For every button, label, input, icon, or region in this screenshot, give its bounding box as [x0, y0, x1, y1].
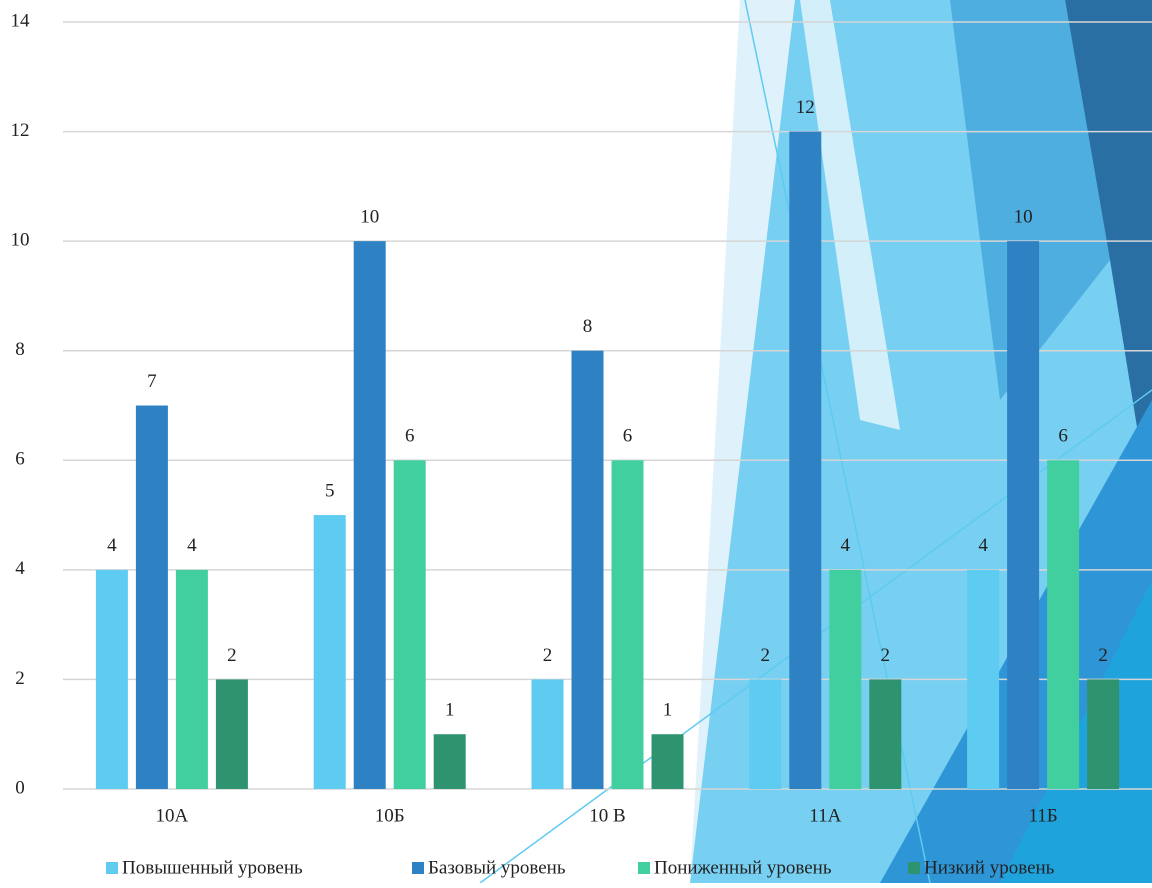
bar — [1087, 679, 1120, 789]
value-label: 4 — [187, 535, 197, 556]
bar — [611, 460, 644, 789]
x-tick-label: 10Б — [375, 805, 405, 826]
bar — [215, 679, 248, 789]
value-label: 2 — [881, 645, 891, 666]
value-label: 2 — [543, 645, 553, 666]
bar — [967, 569, 1000, 789]
decor-shape — [1065, 0, 1152, 520]
value-label: 6 — [1058, 426, 1068, 447]
value-label: 2 — [1098, 645, 1108, 666]
bar — [1007, 241, 1040, 790]
bar — [95, 569, 128, 789]
y-tick-label: 0 — [15, 777, 25, 798]
bar — [433, 734, 466, 789]
value-label: 4 — [841, 535, 851, 556]
value-label: 1 — [445, 700, 455, 721]
legend-label: Повышенный уровень — [122, 857, 303, 878]
value-label: 8 — [583, 316, 593, 337]
legend-swatch — [638, 862, 650, 874]
value-label: 6 — [623, 426, 633, 447]
bar — [869, 679, 902, 789]
bar — [353, 241, 386, 790]
value-label: 10 — [1014, 207, 1033, 228]
legend-swatch — [106, 862, 118, 874]
bar — [135, 405, 168, 789]
bar — [749, 679, 782, 789]
bar — [531, 679, 564, 789]
legend-label: Низкий уровень — [924, 857, 1055, 878]
bar — [789, 131, 822, 790]
value-label: 6 — [405, 426, 415, 447]
legend-swatch — [908, 862, 920, 874]
bar — [175, 569, 208, 789]
y-tick-label: 6 — [15, 449, 25, 470]
bar — [571, 350, 604, 789]
x-tick-label: 11А — [809, 805, 841, 826]
value-label: 7 — [147, 371, 157, 392]
bar — [1047, 460, 1080, 789]
legend-swatch — [412, 862, 424, 874]
value-label: 2 — [761, 645, 771, 666]
bar — [393, 460, 426, 789]
y-tick-label: 4 — [15, 558, 25, 579]
y-tick-label: 2 — [15, 668, 25, 689]
y-tick-label: 14 — [11, 10, 31, 31]
x-tick-label: 11Б — [1028, 805, 1057, 826]
value-label: 4 — [107, 535, 117, 556]
value-label: 5 — [325, 480, 335, 501]
value-label: 1 — [663, 700, 673, 721]
y-tick-label: 12 — [11, 120, 30, 141]
bar — [651, 734, 684, 789]
legend-label: Пониженный уровень — [654, 857, 832, 878]
x-tick-label: 10 В — [589, 805, 625, 826]
value-label: 10 — [360, 207, 379, 228]
bar — [313, 515, 346, 789]
bar — [829, 569, 862, 789]
legend-label: Базовый уровень — [428, 857, 566, 878]
y-tick-label: 8 — [15, 339, 25, 360]
decor-shape — [950, 0, 1110, 400]
value-label: 12 — [796, 97, 815, 118]
decor-shape — [800, 0, 900, 430]
value-label: 2 — [227, 645, 237, 666]
y-tick-label: 10 — [11, 230, 30, 251]
value-label: 4 — [978, 535, 988, 556]
x-tick-label: 10А — [156, 805, 189, 826]
